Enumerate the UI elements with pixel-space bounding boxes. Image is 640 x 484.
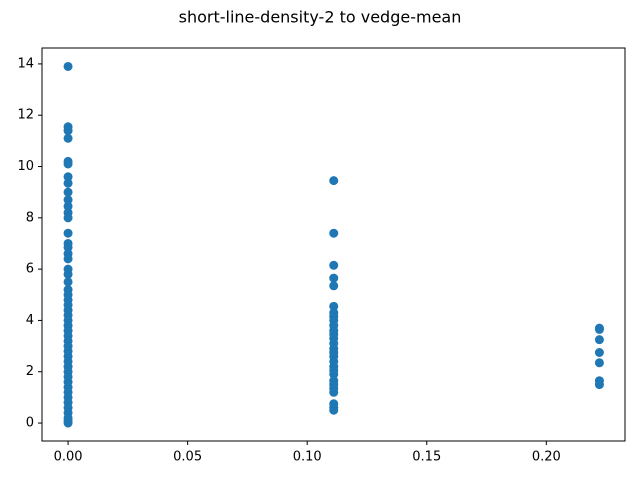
point xyxy=(594,335,604,345)
point xyxy=(329,387,339,397)
point xyxy=(63,213,73,223)
chart-title: short-line-density-2 to vedge-mean xyxy=(179,8,462,27)
point xyxy=(63,242,73,252)
point xyxy=(63,126,73,136)
point xyxy=(63,228,73,238)
point xyxy=(63,61,73,71)
point xyxy=(63,172,73,182)
point xyxy=(329,281,339,291)
x-tick-label: 0.05 xyxy=(173,450,202,465)
x-tick-label: 0.20 xyxy=(532,450,561,465)
point xyxy=(329,228,339,238)
point xyxy=(594,347,604,357)
y-tick-label: 2 xyxy=(26,364,34,379)
point xyxy=(63,269,73,279)
x-tick-label: 0.00 xyxy=(54,450,83,465)
point xyxy=(329,176,339,186)
point xyxy=(63,195,73,205)
x-tick-label: 0.15 xyxy=(412,450,441,465)
y-tick-label: 0 xyxy=(26,416,34,431)
x-tick-label: 0.10 xyxy=(293,450,322,465)
point xyxy=(329,301,339,311)
point xyxy=(594,380,604,390)
y-tick-label: 4 xyxy=(26,313,34,328)
point xyxy=(63,418,73,428)
point xyxy=(329,369,339,379)
point xyxy=(594,324,604,334)
point xyxy=(329,273,339,283)
point xyxy=(63,133,73,143)
point xyxy=(594,358,604,368)
y-tick-label: 6 xyxy=(26,262,34,277)
point xyxy=(63,159,73,169)
point xyxy=(63,178,73,188)
point xyxy=(63,201,73,211)
point xyxy=(63,187,73,197)
plot-frame xyxy=(41,47,626,442)
y-tick-label: 10 xyxy=(17,159,34,174)
point xyxy=(63,254,73,264)
point xyxy=(63,277,73,287)
y-tick-label: 8 xyxy=(26,210,34,225)
point xyxy=(329,260,339,270)
y-tick-label: 12 xyxy=(17,108,34,123)
point xyxy=(329,405,339,415)
y-tick-label: 14 xyxy=(17,56,34,71)
